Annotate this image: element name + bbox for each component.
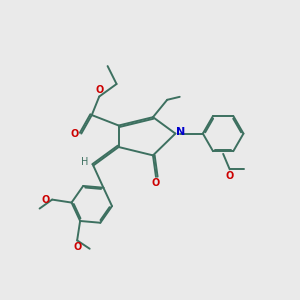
Text: O: O — [95, 85, 103, 95]
Text: O: O — [41, 195, 50, 205]
Text: N: N — [176, 127, 185, 137]
Text: H: H — [81, 157, 88, 167]
Text: O: O — [70, 129, 79, 139]
Text: O: O — [152, 178, 160, 188]
Text: O: O — [73, 242, 81, 252]
Text: O: O — [226, 171, 234, 181]
